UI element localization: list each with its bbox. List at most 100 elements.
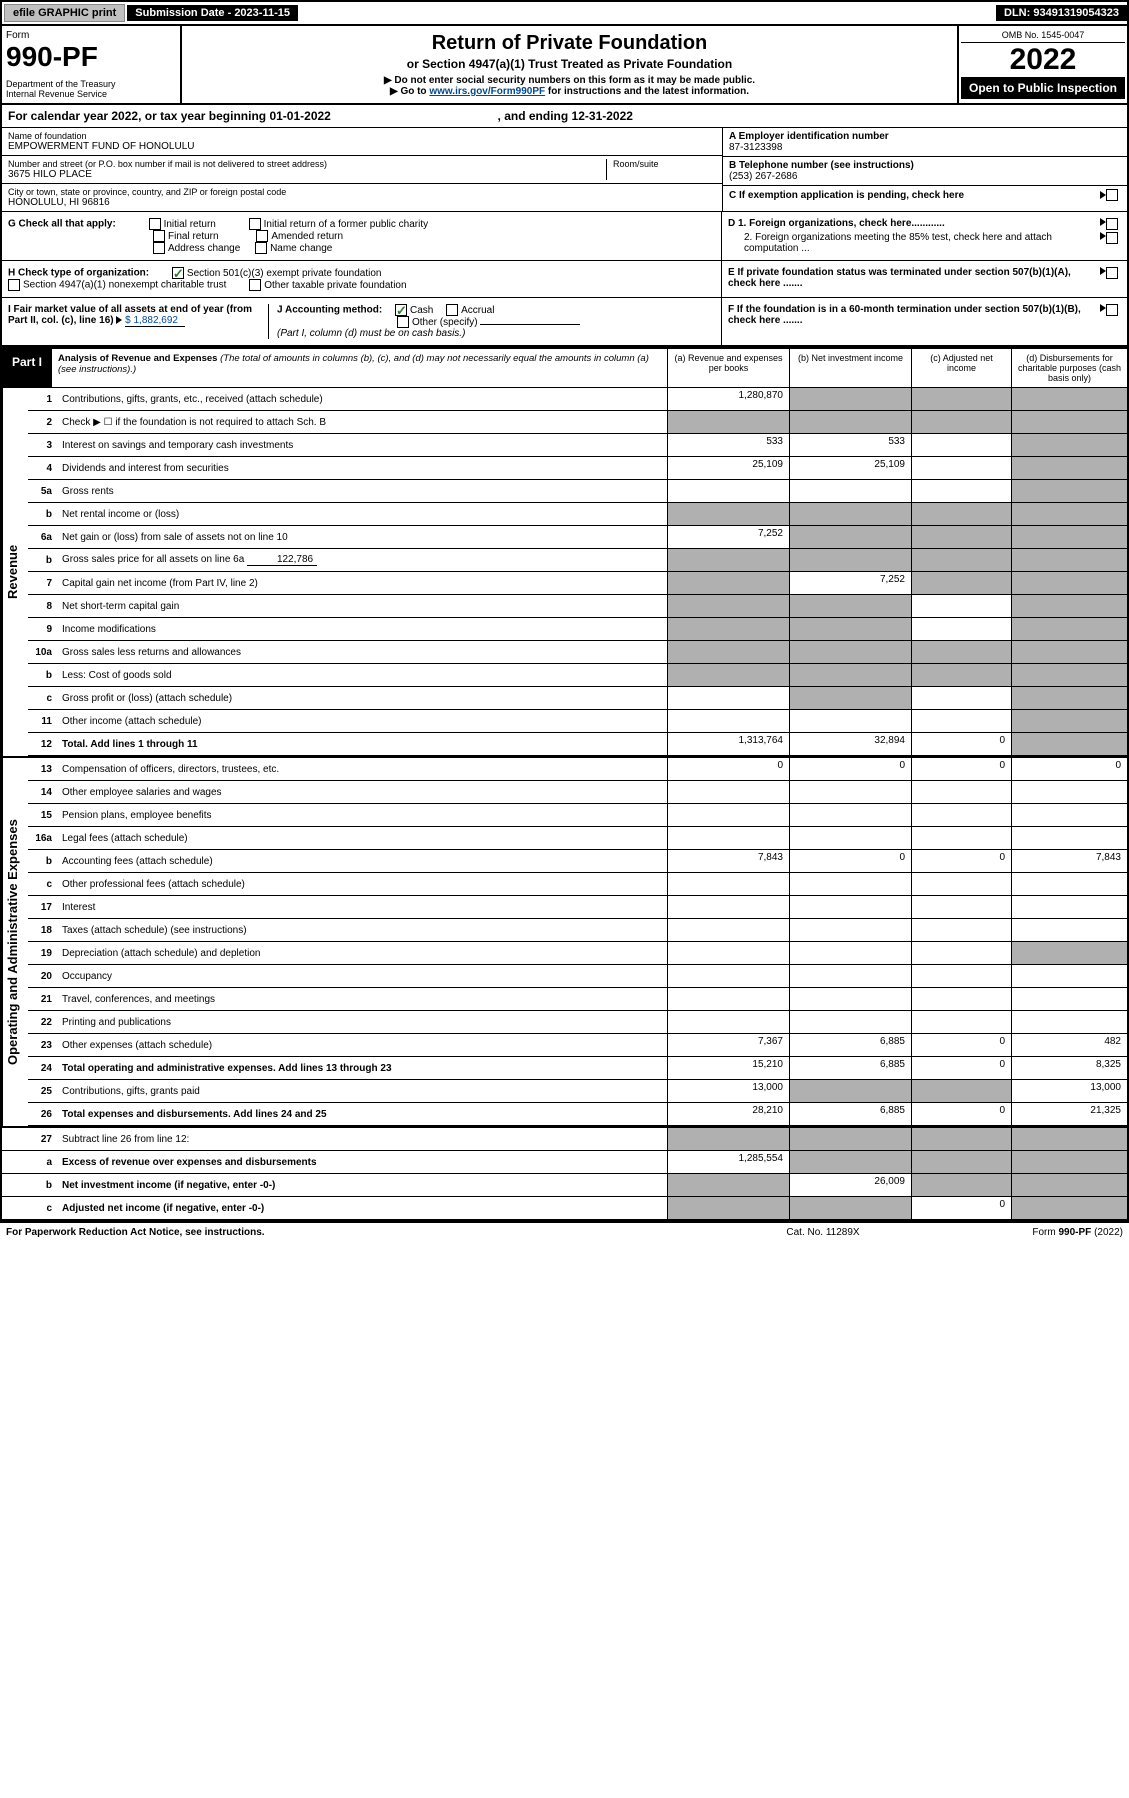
cell-a <box>667 664 789 686</box>
g-chk-final[interactable] <box>153 230 165 242</box>
j-note: (Part I, column (d) must be on cash basi… <box>277 328 465 339</box>
table-row-r16a: 16aLegal fees (attach schedule) <box>28 827 1127 850</box>
f-cell: F If the foundation is in a 60-month ter… <box>722 298 1127 345</box>
cell-d: 21,325 <box>1011 1103 1127 1125</box>
row-ij: I Fair market value of all assets at end… <box>2 298 1127 347</box>
calendar-year-row: For calendar year 2022, or tax year begi… <box>2 105 1127 128</box>
g-chk-initial[interactable] <box>149 218 161 230</box>
g-opt-2: Final return <box>168 231 219 242</box>
table-row-r24: 24Total operating and administrative exp… <box>28 1057 1127 1080</box>
row-num: 4 <box>28 463 58 474</box>
g-chk-address[interactable] <box>153 242 165 254</box>
cell-b <box>789 1151 911 1173</box>
footer-mid: Cat. No. 11289X <box>723 1227 923 1238</box>
table-row-r4: 4Dividends and interest from securities2… <box>28 457 1127 480</box>
cell-b <box>789 919 911 941</box>
table-row-r5b: bNet rental income or (loss) <box>28 503 1127 526</box>
cell-b <box>789 827 911 849</box>
cell-b <box>789 411 911 433</box>
row-desc: Excess of revenue over expenses and disb… <box>58 1155 667 1170</box>
row-desc: Dividends and interest from securities <box>58 461 667 476</box>
g-chk-amended[interactable] <box>256 230 268 242</box>
cell-c: 0 <box>911 733 1011 755</box>
row-desc: Gross profit or (loss) (attach schedule) <box>58 691 667 706</box>
cell-d <box>1011 503 1127 525</box>
cell-b: 0 <box>789 850 911 872</box>
table-row-r23: 23Other expenses (attach schedule)7,3676… <box>28 1034 1127 1057</box>
cell-b: 0 <box>789 758 911 780</box>
row-num: 23 <box>28 1040 58 1051</box>
city-cell: City or town, state or province, country… <box>2 184 722 211</box>
row-num: c <box>28 879 58 890</box>
g-chk-initial-public[interactable] <box>249 218 261 230</box>
cell-d <box>1011 1151 1127 1173</box>
f-checkbox[interactable] <box>1106 304 1118 316</box>
cell-c <box>911 781 1011 803</box>
row-desc: Legal fees (attach schedule) <box>58 831 667 846</box>
cell-d <box>1011 804 1127 826</box>
j-chk-accrual[interactable] <box>446 304 458 316</box>
phone-value: (253) 267-2686 <box>729 171 1121 182</box>
row-desc: Travel, conferences, and meetings <box>58 992 667 1007</box>
row-desc: Income modifications <box>58 622 667 637</box>
cell-b <box>789 710 911 732</box>
row-desc: Total. Add lines 1 through 11 <box>58 737 667 752</box>
cell-a <box>667 827 789 849</box>
cell-b: 26,009 <box>789 1174 911 1196</box>
row-num: 12 <box>28 739 58 750</box>
cell-c <box>911 804 1011 826</box>
row-desc: Pension plans, employee benefits <box>58 808 667 823</box>
row-num: b <box>28 1180 58 1191</box>
row-h: H Check type of organization: Section 50… <box>2 261 1127 298</box>
g-opt-0: Initial return <box>164 219 216 230</box>
d1-label: D 1. Foreign organizations, check here..… <box>728 218 945 229</box>
cell-a <box>667 710 789 732</box>
cell-a <box>667 1128 789 1150</box>
row-num: a <box>28 1157 58 1168</box>
g-opt-5: Name change <box>270 243 332 254</box>
cell-a: 7,367 <box>667 1034 789 1056</box>
table-row-r2: 2Check ▶ ☐ if the foundation is not requ… <box>28 411 1127 434</box>
h-chk-4947[interactable] <box>8 279 20 291</box>
row-desc: Total operating and administrative expen… <box>58 1061 667 1076</box>
ein-label: A Employer identification number <box>729 131 1121 142</box>
cell-a <box>667 411 789 433</box>
cell-c: 0 <box>911 1034 1011 1056</box>
cell-b <box>789 641 911 663</box>
row-desc: Check ▶ ☐ if the foundation is not requi… <box>58 415 667 430</box>
header-left: Form 990-PF Department of the Treasury I… <box>2 26 182 103</box>
d1-checkbox[interactable] <box>1106 218 1118 230</box>
table-row-r25: 25Contributions, gifts, grants paid13,00… <box>28 1080 1127 1103</box>
row-num: b <box>28 670 58 681</box>
c-cell: C If exemption application is pending, c… <box>723 186 1127 204</box>
row-desc: Taxes (attach schedule) (see instruction… <box>58 923 667 938</box>
row-num: 9 <box>28 624 58 635</box>
h-chk-501c3[interactable] <box>172 267 184 279</box>
row-num: 27 <box>28 1134 58 1145</box>
g-opt-1: Initial return of a former public charit… <box>264 219 429 230</box>
row-num: 24 <box>28 1063 58 1074</box>
part1-label: Part I <box>2 349 52 387</box>
row-desc: Contributions, gifts, grants, etc., rece… <box>58 392 667 407</box>
cell-c <box>911 896 1011 918</box>
irs-link[interactable]: www.irs.gov/Form990PF <box>429 86 545 97</box>
h-chk-other[interactable] <box>249 279 261 291</box>
j-chk-cash[interactable] <box>395 304 407 316</box>
e-checkbox[interactable] <box>1106 267 1118 279</box>
table-row-r21: 21Travel, conferences, and meetings <box>28 988 1127 1011</box>
c-checkbox[interactable] <box>1106 189 1118 201</box>
row-num: 1 <box>28 394 58 405</box>
submission-date: Submission Date - 2023-11-15 <box>127 5 298 21</box>
g-opt-3: Amended return <box>271 231 343 242</box>
cell-c: 0 <box>911 850 1011 872</box>
row-desc: Subtract line 26 from line 12: <box>58 1132 667 1147</box>
d2-checkbox[interactable] <box>1106 232 1118 244</box>
efile-button[interactable]: efile GRAPHIC print <box>4 4 125 22</box>
cell-d <box>1011 526 1127 548</box>
cell-a <box>667 641 789 663</box>
row-desc: Compensation of officers, directors, tru… <box>58 762 667 777</box>
g-chk-name[interactable] <box>255 242 267 254</box>
form-label: Form <box>6 30 176 41</box>
cell-a: 7,843 <box>667 850 789 872</box>
cell-b <box>789 388 911 410</box>
